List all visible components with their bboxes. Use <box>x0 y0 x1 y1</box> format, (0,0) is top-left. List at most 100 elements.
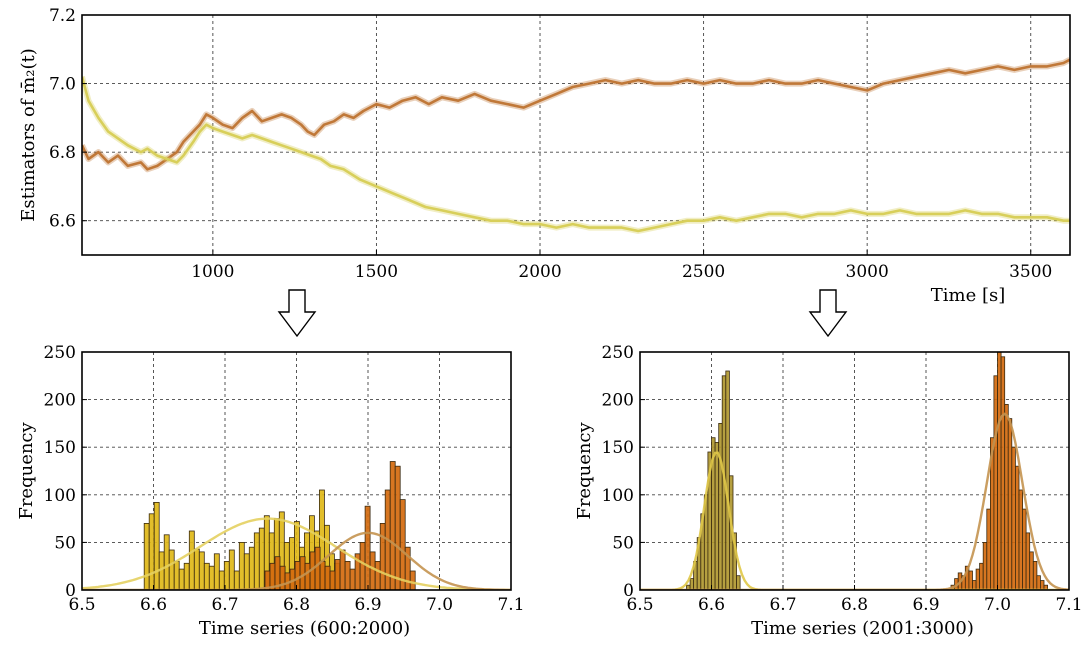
histogram-bar <box>1029 551 1034 590</box>
series-line-halo <box>82 75 1070 234</box>
histogram-bar <box>394 465 401 590</box>
histogram-bar <box>203 562 210 590</box>
histogram-bar <box>198 551 205 590</box>
histogram-bar <box>168 549 175 590</box>
histogram-bar <box>294 561 301 590</box>
histogram-bar <box>968 570 973 590</box>
y-tick-label: 250 <box>44 343 76 363</box>
ticks: 1000 1500 2000 2500 3000 3500 6.6 6.8 7.0 7.2 <box>49 6 1052 282</box>
histogram-bar <box>1032 561 1038 590</box>
x-tick-label: 7.1 <box>497 595 524 615</box>
down-arrow-icon <box>808 289 848 338</box>
x-tick-label: 6.6 <box>698 595 725 615</box>
y-tick-label: 6.6 <box>49 212 76 232</box>
fit-curve <box>82 531 511 590</box>
y-tick-label: 100 <box>44 486 76 506</box>
y-tick-label: 200 <box>44 391 76 411</box>
histogram-bar <box>243 553 250 590</box>
x-tick-label: 6.7 <box>769 595 796 615</box>
gridlines <box>82 15 1070 255</box>
plot-frame <box>81 14 1071 256</box>
x-tick-label: 7.0 <box>426 595 453 615</box>
histogram-bar <box>143 523 150 590</box>
chart-panel-bottom-left: 6.5 6.6 6.7 6.8 6.9 7.0 7.1 0 50 100 150 200 250 Time… <box>16 343 525 639</box>
x-tick-label: 6.5 <box>626 595 653 615</box>
histogram-bar <box>736 575 741 590</box>
histogram-bar <box>304 562 311 590</box>
histogram-bar <box>1015 465 1020 590</box>
histogram-bar <box>389 461 396 590</box>
y-tick-label: 0 <box>65 581 76 601</box>
plot-area <box>640 352 1069 590</box>
x-tick-label: 6.8 <box>283 595 310 615</box>
series-line <box>82 58 1070 171</box>
histogram-bar <box>238 542 245 590</box>
histogram-bar <box>193 548 200 590</box>
x-axis-label: Time [s] <box>931 285 1006 306</box>
fit-curve <box>640 412 1069 590</box>
x-tick-label: 6.8 <box>841 595 868 615</box>
x-tick-label: 6.5 <box>68 595 95 615</box>
histogram-bar <box>329 570 336 590</box>
histogram-bar <box>1025 532 1031 590</box>
histogram-bar <box>972 580 977 590</box>
histogram-bar <box>689 578 695 590</box>
chart-panel-top: 1000 1500 2000 2500 3000 3500 6.6 6.8 7.0 7.2 Time… <box>18 6 1071 306</box>
histogram-bar <box>979 562 984 590</box>
y-tick-label: 0 <box>623 581 634 601</box>
chart-panel-bottom-right: 6.5 6.6 6.7 6.8 6.9 7.0 7.1 0 50 100 150 200 250 Time… <box>574 343 1083 639</box>
plot-area <box>82 56 1070 234</box>
y-tick-label: 7.0 <box>49 75 76 95</box>
histogram-bar <box>1040 580 1045 590</box>
x-tick-label: 2000 <box>518 262 561 282</box>
histogram-bar <box>986 508 991 590</box>
histogram-bar <box>1000 356 1006 590</box>
y-tick-label: 50 <box>612 533 634 553</box>
histogram-bar <box>975 568 981 590</box>
histogram-bar <box>374 561 381 590</box>
x-tick-label: 6.6 <box>140 595 167 615</box>
ticks: 6.5 6.6 6.7 6.8 6.9 7.0 7.1 0 50 100 150 200 250 <box>44 343 525 615</box>
histogram-bar <box>188 530 195 590</box>
y-tick-label: 150 <box>44 438 76 458</box>
histogram-bar <box>714 441 720 590</box>
histogram-series <box>686 370 741 590</box>
histogram-bar <box>339 549 346 590</box>
x-tick-label: 6.9 <box>354 595 381 615</box>
histogram-bar <box>1018 489 1023 590</box>
y-tick-label: 250 <box>602 343 634 363</box>
x-tick-label: 1500 <box>355 262 398 282</box>
histogram-bar <box>258 527 265 590</box>
y-axis-label: Frequency <box>574 421 595 519</box>
histogram-bar <box>314 546 321 590</box>
y-axis-label: Estimators of m̄₂(t) <box>18 48 39 222</box>
histogram-bar <box>248 546 255 590</box>
histogram-bar <box>718 422 723 590</box>
y-tick-label: 150 <box>602 438 634 458</box>
histogram-bar <box>359 542 366 590</box>
histogram-bar <box>334 559 341 590</box>
x-tick-label: 7.1 <box>1055 595 1082 615</box>
histogram-bar <box>233 570 240 590</box>
x-axis-label: Time series (2001:3000) <box>751 618 974 639</box>
histogram-bar <box>993 375 998 590</box>
histogram-bar <box>148 513 155 590</box>
histogram-bar <box>732 532 737 590</box>
histogram-bar <box>404 546 411 590</box>
x-tick-label: 2500 <box>682 262 725 282</box>
fit-curve <box>640 451 1069 590</box>
ticks: 6.5 6.6 6.7 6.8 6.9 7.0 7.1 0 50 100 150 200 250 <box>602 343 1083 615</box>
histogram-bar <box>228 549 235 590</box>
histogram-bar <box>183 562 190 590</box>
histogram-bar <box>399 499 406 590</box>
histogram-bar <box>319 561 326 590</box>
plot-area <box>82 461 511 590</box>
histogram-bar <box>1004 403 1009 590</box>
histogram-bar <box>409 570 416 590</box>
histogram-bar <box>324 565 331 590</box>
histogram-bar <box>364 505 371 590</box>
x-tick-label: 3000 <box>846 262 889 282</box>
x-tick-label: 6.7 <box>211 595 238 615</box>
histogram-bar <box>1043 584 1048 590</box>
